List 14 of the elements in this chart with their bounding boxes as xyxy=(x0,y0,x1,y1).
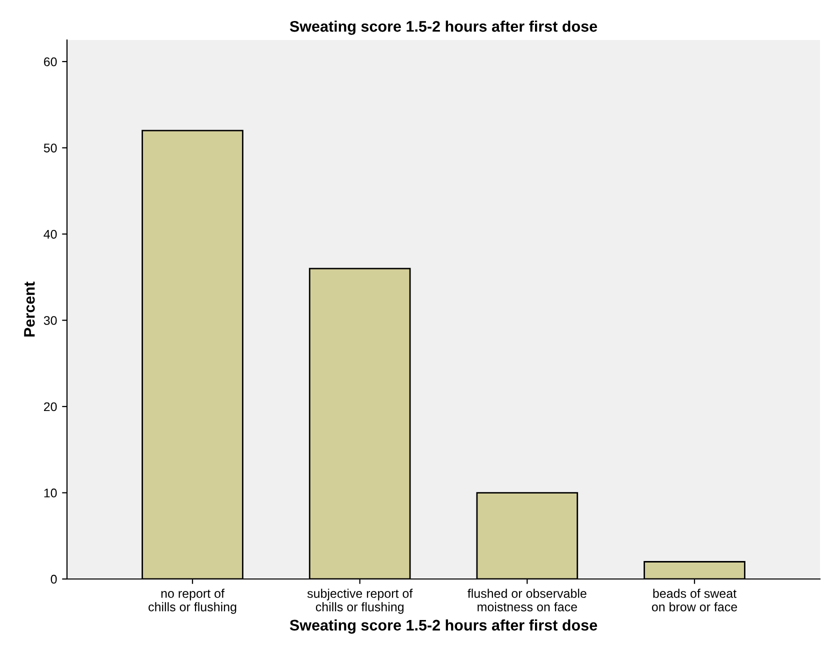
y-axis-title: Percent xyxy=(24,282,35,336)
y-tick-label: 60 xyxy=(44,57,57,66)
y-tick-label: 10 xyxy=(44,488,57,498)
y-tick-label: 30 xyxy=(44,316,57,325)
y-tick-label: 20 xyxy=(44,402,57,412)
y-tick-label: 0 xyxy=(50,574,57,584)
x-tick-label: no report of chills or flushing xyxy=(148,588,236,614)
x-tick-label: flushed or observable moistness on face xyxy=(468,588,586,612)
x-tick-label: subjective report of chills or flushing xyxy=(307,588,413,614)
x-axis-title: Sweating score 1.5-2 hours after first dose xyxy=(290,619,598,634)
chart-title: Sweating score 1.5-2 hours after first dose xyxy=(290,20,598,35)
y-tick-label: 50 xyxy=(44,144,57,152)
x-tick-label: beads of sweat on brow or face xyxy=(652,588,738,612)
y-tick-label: 40 xyxy=(44,230,57,239)
